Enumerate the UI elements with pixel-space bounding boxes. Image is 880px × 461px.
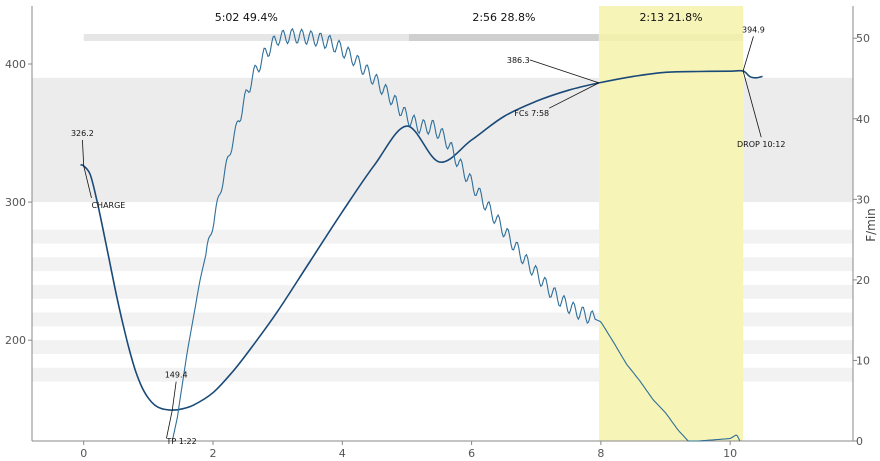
phase-bar-segment — [83, 34, 409, 41]
annotation-leader — [548, 82, 600, 109]
y-left-tick-label: 200 — [5, 334, 26, 347]
x-tick-label: 2 — [210, 447, 217, 460]
annotation-label: TP 1:22 — [165, 437, 196, 446]
y-left-tick-label: 300 — [5, 196, 26, 209]
x-tick-label: 0 — [80, 447, 87, 460]
annotation-label: 326.2 — [71, 129, 94, 138]
phase-label: 2:13 21.8% — [639, 11, 702, 24]
annotation-leader — [529, 59, 600, 84]
x-tick-label: 4 — [339, 447, 346, 460]
chart-axes: 0 2 4 6 8 10 200 300 400 0 10 20 30 40 50 — [5, 6, 870, 460]
annotation-label: CHARGE — [91, 201, 125, 210]
x-tick-label: 6 — [468, 447, 475, 460]
phase-labels: 5:02 49.4% 2:56 28.8% 2:13 21.8% — [215, 11, 703, 24]
y-axis-right-title: F/min — [864, 208, 878, 242]
annotation-label: 386.3 — [507, 56, 530, 65]
annotation-leader — [171, 381, 177, 411]
annotation-leader — [742, 70, 762, 138]
x-tick-label: 10 — [723, 447, 737, 460]
annotation-leader — [82, 139, 85, 166]
annotation-label: FCs 7:58 — [514, 109, 549, 118]
phase-bar-segment — [408, 34, 599, 41]
y-right-tick-label: 30 — [856, 193, 870, 206]
annotation-leader — [83, 165, 92, 199]
annotation-label: 394.9 — [742, 25, 765, 34]
y-left-tick-label: 400 — [5, 58, 26, 71]
chart-series — [80, 27, 763, 442]
phase-bar-segment — [598, 34, 744, 41]
y-right-tick-label: 40 — [856, 113, 870, 126]
bean-temp-line — [80, 69, 763, 411]
annotation-leader — [742, 36, 754, 72]
phase-label: 2:56 28.8% — [472, 11, 535, 24]
annotation-label: DROP 10:12 — [737, 140, 785, 149]
y-right-tick-label: 0 — [856, 435, 863, 448]
y-right-tick-label: 10 — [856, 354, 870, 367]
x-tick-label: 8 — [597, 447, 604, 460]
annotation-leader — [166, 409, 173, 439]
annotation-label: 149.4 — [165, 371, 188, 380]
y-right-tick-label: 50 — [856, 32, 870, 45]
y-right-tick-label: 20 — [856, 274, 870, 287]
chart-annotations: 326.2 CHARGE 149.4 TP 1:22 386.3 FCs 7:58 394.… — [71, 25, 785, 446]
phase-label: 5:02 49.4% — [215, 11, 278, 24]
rate-of-rise-line — [171, 27, 741, 442]
